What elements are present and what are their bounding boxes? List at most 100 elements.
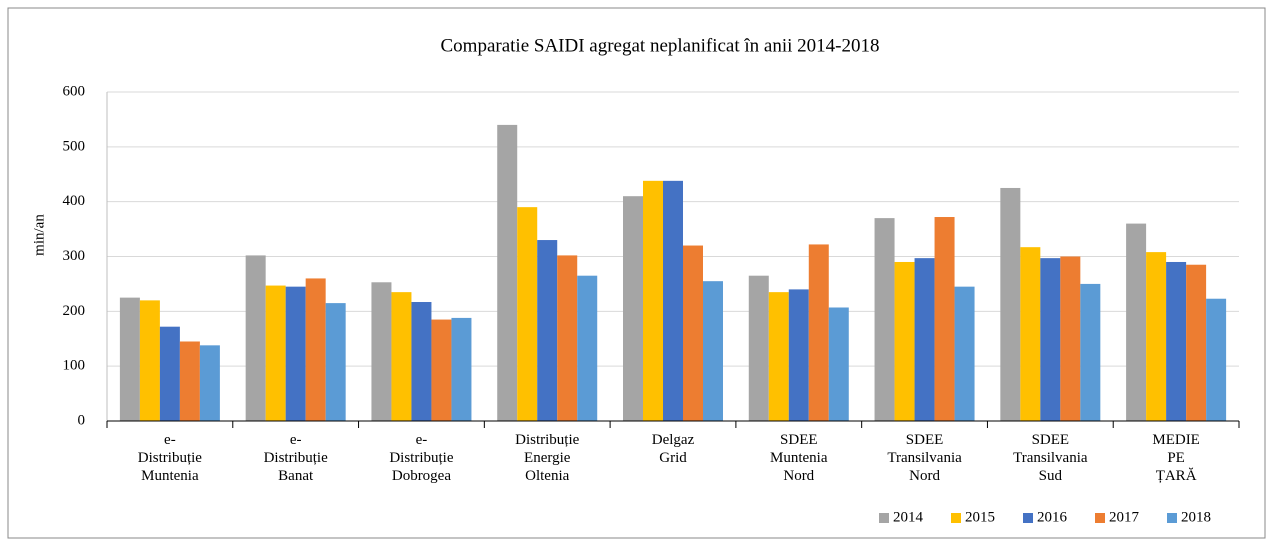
x-tick-label-line: Distribuție bbox=[138, 450, 203, 466]
legend-swatch bbox=[1167, 513, 1177, 523]
bar bbox=[1060, 256, 1081, 421]
bar bbox=[643, 180, 663, 421]
legend-swatch bbox=[879, 513, 889, 523]
x-tick-label-line: ȚARĂ bbox=[1156, 467, 1197, 484]
x-tick-label-line: MEDIE bbox=[1152, 432, 1200, 448]
bar bbox=[1000, 187, 1021, 421]
x-tick-label: MEDIE PE ȚARĂ bbox=[1152, 432, 1200, 484]
bar bbox=[914, 258, 935, 421]
x-tick-label-line: SDEE bbox=[1032, 432, 1070, 448]
x-tick-label-line: Distribuție bbox=[515, 432, 580, 448]
x-tick-label-line: Oltenia bbox=[525, 468, 569, 484]
legend-label: 2015 bbox=[965, 509, 995, 525]
x-tick-label-line: Nord bbox=[783, 468, 814, 484]
bar bbox=[828, 307, 849, 421]
x-tick-label-line: Sud bbox=[1039, 468, 1063, 484]
x-tick-label-line: Banat bbox=[278, 468, 314, 484]
legend-label: 2017 bbox=[1109, 509, 1140, 525]
x-tick-label: e- Distribuție Dobrogea bbox=[389, 432, 454, 484]
x-tick-label-line: Muntenia bbox=[770, 450, 828, 466]
x-tick-label-line: Transilvania bbox=[887, 450, 962, 466]
bar bbox=[179, 341, 200, 421]
legend-swatch bbox=[1095, 513, 1105, 523]
bar bbox=[577, 275, 598, 421]
x-tick-label-line: e- bbox=[416, 432, 428, 448]
legend-swatch bbox=[951, 513, 961, 523]
y-axis-label: min/an bbox=[31, 214, 47, 256]
x-tick-label-line: e- bbox=[290, 432, 302, 448]
bar bbox=[159, 326, 180, 421]
legend-label: 2014 bbox=[893, 509, 924, 525]
bar bbox=[497, 124, 518, 422]
bar bbox=[808, 244, 829, 421]
bar bbox=[517, 207, 538, 421]
bar bbox=[285, 286, 306, 421]
y-tick-label: 600 bbox=[63, 83, 86, 99]
y-tick-label: 100 bbox=[63, 358, 86, 374]
bar bbox=[1020, 247, 1041, 421]
x-tick-label-line: Delgaz bbox=[652, 432, 695, 448]
y-tick-label: 0 bbox=[78, 412, 86, 428]
x-tick-label-line: SDEE bbox=[780, 432, 818, 448]
x-tick-label-line: Muntenia bbox=[141, 468, 199, 484]
legend-label: 2016 bbox=[1037, 509, 1068, 525]
x-tick-label-line: Transilvania bbox=[1013, 450, 1088, 466]
bar bbox=[1040, 258, 1061, 421]
legend-label: 2018 bbox=[1181, 509, 1211, 525]
bar bbox=[245, 255, 266, 421]
bar bbox=[431, 319, 452, 421]
bar bbox=[557, 255, 578, 421]
bar bbox=[139, 300, 160, 421]
bar bbox=[768, 292, 789, 421]
y-tick-label: 200 bbox=[63, 303, 86, 319]
x-tick-label-line: PE bbox=[1167, 450, 1185, 466]
x-tick-label: Distribuție Energie Oltenia bbox=[515, 432, 580, 484]
bar bbox=[199, 345, 220, 421]
bar bbox=[305, 278, 326, 421]
x-tick-label-line: Dobrogea bbox=[392, 468, 451, 484]
bar bbox=[954, 286, 975, 421]
bar bbox=[1206, 298, 1227, 421]
bar bbox=[934, 217, 955, 421]
x-tick-label-line: SDEE bbox=[906, 432, 944, 448]
bar bbox=[119, 297, 140, 421]
bar bbox=[411, 302, 432, 421]
bar bbox=[451, 317, 472, 421]
bar bbox=[537, 240, 558, 421]
x-tick-label-line: Distribuție bbox=[389, 450, 454, 466]
x-tick-label-line: Energie bbox=[524, 450, 571, 466]
bar bbox=[325, 303, 346, 421]
bar bbox=[265, 285, 286, 421]
bar bbox=[1166, 261, 1187, 421]
x-tick-label: e- Distribuție Muntenia bbox=[138, 432, 203, 484]
bar bbox=[748, 275, 769, 421]
bar bbox=[371, 282, 392, 421]
x-tick-label-line: e- bbox=[164, 432, 176, 448]
x-tick-label: SDEE Transilvania Nord bbox=[887, 432, 962, 484]
bar bbox=[391, 292, 412, 421]
y-tick-label: 400 bbox=[63, 193, 86, 209]
bar bbox=[703, 281, 723, 421]
bar bbox=[894, 261, 915, 421]
x-tick-label-line: Grid bbox=[659, 450, 687, 466]
bar bbox=[1186, 264, 1207, 421]
bar bbox=[874, 218, 895, 421]
bar bbox=[683, 245, 703, 421]
x-tick-label: e- Distribuție Banat bbox=[264, 432, 329, 484]
x-tick-label: SDEE Transilvania Sud bbox=[1013, 432, 1088, 484]
bar bbox=[1126, 223, 1147, 421]
y-tick-label: 300 bbox=[63, 248, 86, 264]
legend-swatch bbox=[1023, 513, 1033, 523]
x-tick-label-line: Distribuție bbox=[264, 450, 329, 466]
x-tick-label: Delgaz Grid bbox=[652, 432, 695, 466]
bar bbox=[663, 180, 683, 421]
y-tick-label: 500 bbox=[63, 138, 86, 154]
bar bbox=[1080, 283, 1101, 421]
bar bbox=[788, 289, 809, 421]
bar bbox=[1146, 252, 1167, 421]
x-tick-label: SDEE Muntenia Nord bbox=[770, 432, 828, 484]
bar bbox=[623, 196, 643, 421]
x-tick-label-line: Nord bbox=[909, 468, 940, 484]
chart-title: Comparatie SAIDI agregat neplanificat în… bbox=[441, 35, 880, 56]
